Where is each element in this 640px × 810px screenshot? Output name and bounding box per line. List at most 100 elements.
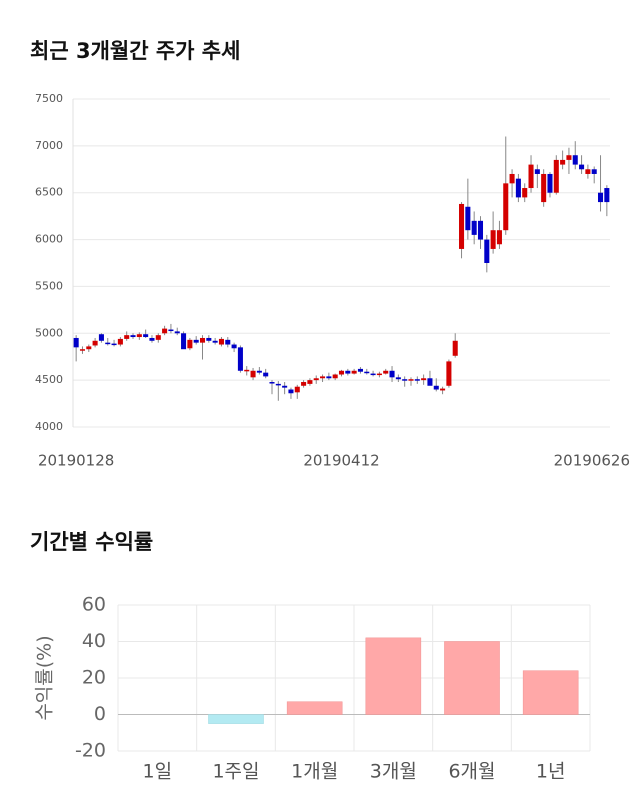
candle-body <box>244 369 250 372</box>
candle-body <box>471 220 477 235</box>
candle-body <box>572 155 578 165</box>
y-tick-label: 0 <box>94 703 106 725</box>
candle-body <box>168 329 174 332</box>
candle-body <box>547 173 553 193</box>
y-tick-label: 6000 <box>35 233 63 246</box>
chart-title: 최근 3개월간 주가 추세 <box>30 39 240 63</box>
x-tick-label: 1년 <box>536 761 566 783</box>
x-tick-label: 1주일 <box>212 761 259 783</box>
candle-body <box>225 339 231 345</box>
candle-body <box>585 169 591 174</box>
candle-body <box>389 370 395 378</box>
candle-body <box>313 378 319 381</box>
candle-body <box>604 188 610 203</box>
candle-body <box>541 173 547 203</box>
y-tick-label: 20 <box>82 667 106 689</box>
candle-body <box>579 164 585 170</box>
candle-body <box>263 372 269 377</box>
candle-body <box>86 346 92 350</box>
candle-body <box>446 361 452 386</box>
candle-body <box>591 169 597 174</box>
candle-body <box>301 382 307 386</box>
x-tick-label: 20190626 <box>554 452 630 470</box>
candle-body <box>92 340 98 346</box>
candle-body <box>231 344 237 349</box>
candle-body <box>105 342 111 345</box>
candle-body <box>357 368 363 372</box>
candle-body <box>155 335 161 340</box>
candle-body <box>117 338 123 345</box>
y-tick-label: 4000 <box>35 420 63 433</box>
candle-body <box>370 373 376 376</box>
candle-body <box>212 340 218 343</box>
candle-body <box>509 173 515 184</box>
candle-body <box>269 382 275 384</box>
candle-body <box>465 206 471 231</box>
x-tick-label: 3개월 <box>370 761 417 783</box>
candle-body <box>351 370 357 374</box>
y-tick-label: 5500 <box>35 279 63 292</box>
candle-body <box>218 338 224 345</box>
x-tick-label: 1일 <box>143 761 173 783</box>
candle-body <box>477 220 484 240</box>
candle-body <box>553 159 559 193</box>
candle-body <box>440 388 446 391</box>
y-tick-label: -20 <box>75 740 106 762</box>
candle-body <box>515 178 521 198</box>
candle-body <box>143 334 149 338</box>
candle-body <box>73 337 79 348</box>
x-tick-label: 20190412 <box>303 452 379 470</box>
candle-body <box>282 385 288 388</box>
candle-body <box>490 230 496 249</box>
candle-body <box>566 155 572 160</box>
candle-body <box>364 371 370 374</box>
candle-body <box>433 385 439 390</box>
candle-body <box>402 379 408 381</box>
candle-body <box>275 383 281 386</box>
candle-body <box>237 347 243 371</box>
y-tick-label: 4500 <box>35 373 63 386</box>
y-tick-label: 7000 <box>35 139 63 152</box>
y-axis-label: 수익률(%) <box>34 635 56 720</box>
candle-body <box>560 159 566 165</box>
candle-body <box>597 192 604 203</box>
candle-body <box>136 334 142 338</box>
candle-body <box>111 343 117 346</box>
y-tick-label: 6500 <box>35 186 63 199</box>
candle-body <box>149 337 155 341</box>
candle-body <box>307 380 313 384</box>
candle-body <box>528 164 534 189</box>
chart-title: 기간별 수익률 <box>30 530 153 554</box>
candle-body <box>124 335 130 339</box>
bar <box>444 641 500 715</box>
candle-body <box>288 389 294 394</box>
candle-body <box>395 377 401 380</box>
x-tick-label: 6개월 <box>448 761 495 783</box>
candle-body <box>503 183 509 231</box>
candle-body <box>162 328 168 334</box>
candle-body <box>408 379 414 381</box>
candle-body <box>452 340 458 356</box>
candle-body <box>130 335 136 338</box>
candle-body <box>522 188 528 198</box>
candle-body <box>338 370 345 375</box>
candle-body <box>250 370 256 378</box>
candle-body <box>256 370 262 373</box>
candle-body <box>206 337 212 341</box>
y-tick-label: 7500 <box>35 92 63 105</box>
candle-body <box>383 370 389 374</box>
y-tick-label: 40 <box>82 630 106 652</box>
candle-body <box>294 386 300 393</box>
candle-body <box>174 331 180 334</box>
candle-body <box>345 370 351 374</box>
candle-body <box>484 239 490 263</box>
candle-body <box>534 169 540 174</box>
x-tick-label: 20190128 <box>38 452 114 470</box>
candle-body <box>79 349 86 351</box>
candle-body <box>193 339 199 343</box>
x-tick-label: 1개월 <box>291 761 338 783</box>
candle-body <box>320 376 326 379</box>
candle-body <box>326 376 332 379</box>
candle-body <box>414 379 420 381</box>
candle-body <box>199 337 206 343</box>
